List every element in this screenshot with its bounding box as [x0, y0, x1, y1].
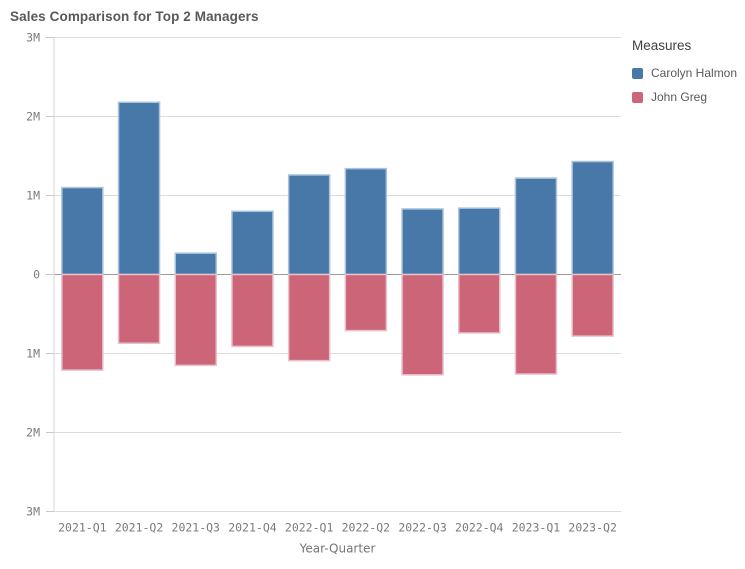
chart-title: Sales Comparison for Top 2 Managers	[10, 9, 259, 24]
bar-john-greg-2022-Q2[interactable]	[344, 273, 388, 332]
legend-items: Carolyn Halmon John Greg	[632, 66, 742, 104]
bar-john-greg-2021-Q2[interactable]	[117, 273, 161, 344]
bar-john-greg-2022-Q3[interactable]	[401, 273, 444, 376]
legend-item-label: John Greg	[651, 90, 708, 104]
legend-item-carolyn-halmon[interactable]: Carolyn Halmon	[632, 66, 742, 80]
x-axis-title: Year-Quarter	[299, 542, 376, 556]
bar-carolyn-halmon-2021-Q1[interactable]	[61, 186, 104, 276]
y-tick-label: 3M	[26, 505, 40, 519]
legend-item-john-greg[interactable]: John Greg	[632, 90, 742, 104]
legend-item-label: Carolyn Halmon	[651, 66, 738, 80]
y-tick-label: 0	[33, 268, 40, 282]
x-tick-label-2023-Q1: 2023-Q1	[512, 521, 561, 535]
y-tick-label: 1M	[26, 347, 40, 361]
y-tick-label: 2M	[26, 426, 40, 440]
x-tick-label-2022-Q2: 2022-Q2	[342, 521, 390, 535]
bar-john-greg-2021-Q3[interactable]	[174, 273, 217, 367]
bar-carolyn-halmon-2023-Q2[interactable]	[571, 160, 614, 276]
y-tick-label: 2M	[26, 110, 40, 124]
bar-carolyn-halmon-2023-Q1[interactable]	[514, 177, 558, 276]
x-tick-label-2022-Q4: 2022-Q4	[455, 521, 504, 535]
x-tick-label-2022-Q1: 2022-Q1	[285, 521, 334, 535]
bar-carolyn-halmon-2022-Q2[interactable]	[344, 167, 388, 276]
bar-carolyn-halmon-2022-Q3[interactable]	[401, 208, 444, 276]
x-tick-label-2021-Q2: 2021-Q2	[115, 521, 163, 535]
bar-john-greg-2023-Q1[interactable]	[514, 273, 558, 375]
bar-john-greg-2023-Q2[interactable]	[571, 273, 614, 337]
bar-carolyn-halmon-2021-Q2[interactable]	[117, 101, 161, 276]
bar-carolyn-halmon-2021-Q4[interactable]	[231, 210, 274, 276]
legend-title: Measures	[632, 38, 692, 53]
x-tick-label-2021-Q3: 2021-Q3	[172, 521, 221, 535]
legend-swatch-icon	[632, 91, 643, 103]
x-tick-label-2023-Q2: 2023-Q2	[568, 521, 616, 535]
legend-swatch-icon	[632, 67, 643, 79]
legend: Measures Carolyn Halmon John Greg	[632, 38, 742, 114]
x-tick-label-2022-Q3: 2022-Q3	[398, 521, 447, 535]
bar-john-greg-2022-Q1[interactable]	[287, 273, 331, 362]
bar-john-greg-2022-Q4[interactable]	[458, 273, 501, 334]
x-tick-label-2021-Q4: 2021-Q4	[228, 521, 277, 535]
bar-carolyn-halmon-2022-Q4[interactable]	[458, 207, 501, 276]
y-tick-label: 1M	[26, 189, 40, 203]
bar-carolyn-halmon-2021-Q3[interactable]	[174, 252, 217, 276]
bar-carolyn-halmon-2022-Q1[interactable]	[287, 174, 331, 276]
y-tick-label: 3M	[26, 31, 40, 45]
bar-john-greg-2021-Q4[interactable]	[231, 273, 274, 348]
x-tick-label-2021-Q1: 2021-Q1	[58, 521, 107, 535]
bar-john-greg-2021-Q1[interactable]	[61, 273, 104, 371]
